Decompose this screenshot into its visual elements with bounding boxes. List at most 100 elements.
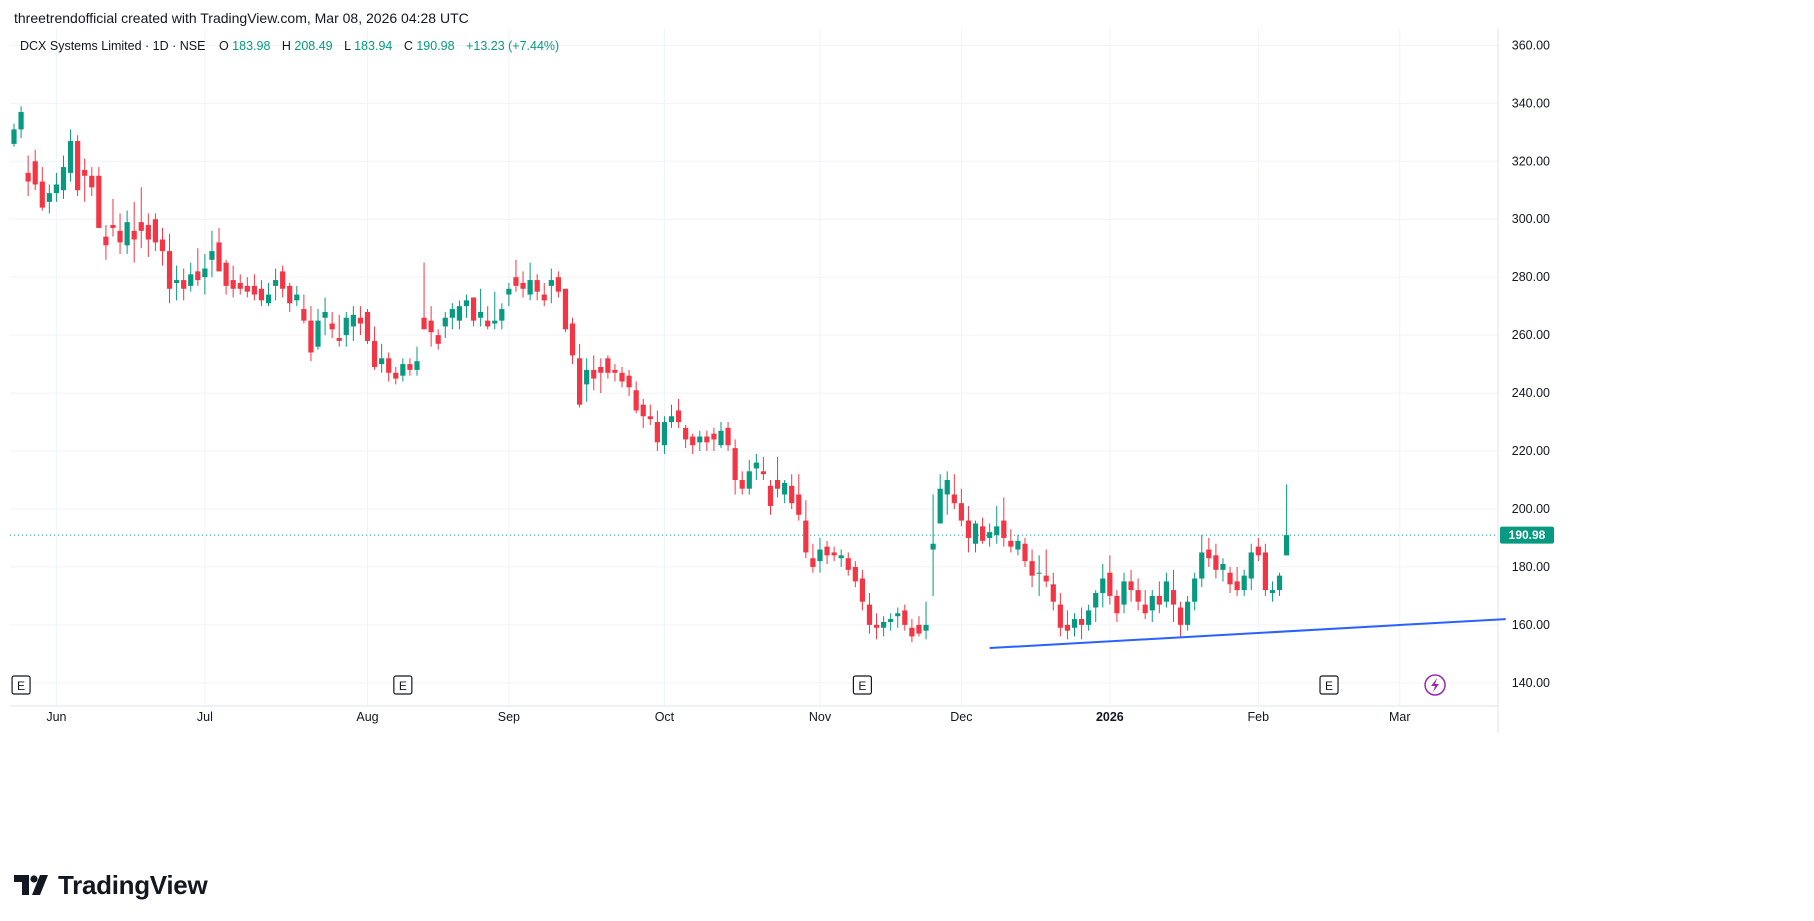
candle-down <box>131 230 137 240</box>
candle-down <box>138 222 144 231</box>
tradingview-logo-icon <box>14 875 48 895</box>
candle-up <box>718 430 724 446</box>
high-label: H <box>282 39 291 53</box>
candle-up <box>972 523 979 544</box>
candle-up <box>1036 572 1042 574</box>
candle-down <box>237 282 243 289</box>
candle-down <box>152 219 158 243</box>
candle-down <box>195 271 201 281</box>
candle-up <box>1093 593 1099 608</box>
candle-down <box>789 485 795 504</box>
candle-down <box>774 480 781 489</box>
candle-up <box>463 300 470 307</box>
candle-down <box>181 280 187 289</box>
chart-container[interactable]: E E E E 140.00 160.00 180.00 200.00 220.00 240.0… <box>10 28 1804 846</box>
candles <box>11 106 1290 643</box>
candle-up <box>449 309 455 318</box>
price-tick-label: 320.00 <box>1512 154 1550 168</box>
candle-down <box>852 566 858 582</box>
candle-down <box>1029 561 1035 576</box>
candlestick-chart[interactable]: E E E E 140.00 160.00 180.00 200.00 220.00 240.0… <box>10 28 1804 846</box>
close-value: 190.98 <box>416 39 454 53</box>
candle-down <box>612 369 618 373</box>
svg-text:DCX Systems Limited · 1D · NSE: DCX Systems Limited · 1D · NSE O 183.98 … <box>20 39 559 53</box>
candle-down <box>965 520 972 538</box>
candle-down <box>796 494 802 515</box>
candle-up <box>838 555 844 559</box>
candle-up <box>1163 581 1170 602</box>
svg-text:E: E <box>1325 679 1333 693</box>
candle-up <box>1248 552 1254 579</box>
candle-down <box>654 422 660 443</box>
candle-up <box>209 251 215 260</box>
candle-up <box>1241 575 1247 591</box>
time-axis[interactable]: Jun Jul Aug Sep Oct Nov Dec 2026 Feb Mar <box>46 710 1410 724</box>
svg-text:E: E <box>17 679 25 693</box>
candle-down <box>626 375 632 388</box>
candle-down <box>1128 581 1134 591</box>
time-tick-label: Aug <box>356 710 378 724</box>
price-tick-label: 240.00 <box>1512 386 1550 400</box>
candle-down <box>435 335 441 344</box>
candle-down <box>166 251 173 289</box>
tradingview-logo[interactable]: TradingView <box>14 870 208 900</box>
candle-up <box>265 294 272 304</box>
candle-up <box>527 280 533 295</box>
candle-up <box>414 361 420 370</box>
candle-down <box>1114 595 1120 614</box>
candle-up <box>1269 590 1276 593</box>
candle-up <box>817 549 823 562</box>
candle-up <box>923 624 929 631</box>
change-value: +13.23 (+7.44%) <box>466 39 559 53</box>
candle-down <box>244 285 250 292</box>
earnings-event-marker[interactable]: E <box>11 675 31 695</box>
time-tick-label: Jul <box>197 710 213 724</box>
candle-up <box>895 613 901 617</box>
candle-down <box>39 181 45 208</box>
candle-down <box>301 309 307 321</box>
candle-down <box>725 427 731 446</box>
candle-down <box>690 436 696 446</box>
candle-down <box>393 372 399 379</box>
trendline[interactable] <box>989 618 1506 650</box>
chart-credit: threetrendofficial created with TradingV… <box>14 10 469 26</box>
earnings-event-marker[interactable]: E <box>852 675 873 695</box>
earnings-event-marker[interactable]: E <box>393 675 413 695</box>
candle-up <box>782 482 788 495</box>
candle-up <box>11 129 17 144</box>
candle-up <box>202 268 208 278</box>
price-tick-label: 360.00 <box>1512 38 1550 52</box>
candle-up <box>1071 619 1078 628</box>
candle-down <box>357 317 364 324</box>
lightning-icon[interactable] <box>1424 674 1446 696</box>
candle-down <box>760 471 767 475</box>
price-tick-label: 200.00 <box>1512 502 1550 516</box>
low-value: 183.94 <box>354 39 392 53</box>
candle-up <box>343 317 349 336</box>
time-tick-label: Dec <box>950 710 972 724</box>
earnings-event-marker[interactable]: E <box>1319 675 1339 695</box>
candle-down <box>513 277 519 286</box>
candle-down <box>421 317 427 330</box>
candle-down <box>683 427 689 440</box>
high-value: 208.49 <box>294 39 332 53</box>
candle-down <box>591 369 597 379</box>
candle-up <box>188 274 194 286</box>
candle-down <box>1170 590 1177 605</box>
time-tick-label: Nov <box>809 710 832 724</box>
candle-down <box>230 280 236 289</box>
candle-up <box>584 369 590 385</box>
candle-up <box>1086 610 1092 625</box>
price-axis[interactable]: 140.00 160.00 180.00 200.00 220.00 240.00 260.… <box>1512 38 1550 689</box>
candle-up <box>322 311 328 318</box>
candle-down <box>1255 546 1261 556</box>
candle-down <box>280 271 286 289</box>
candle-up <box>350 314 356 327</box>
candle-up <box>1220 564 1226 570</box>
candle-down <box>577 358 583 405</box>
candle-up <box>506 288 512 295</box>
candle-up <box>753 462 759 469</box>
candle-up <box>746 471 752 489</box>
candle-up <box>944 480 950 495</box>
